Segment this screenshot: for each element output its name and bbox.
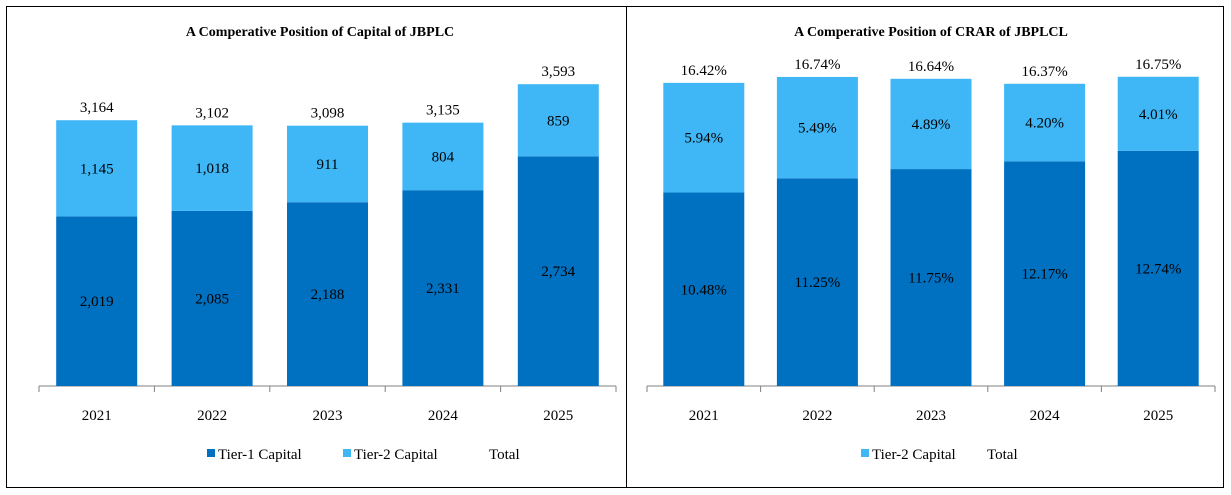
data-label: 11.75% [908,271,954,287]
total-label: 3,593 [541,64,575,80]
x-tick-label: 2023 [916,408,946,424]
chart-title: A Comperative Position of Capital of JBP… [186,25,454,40]
bar-segment [776,76,858,179]
legend-swatch [861,449,869,457]
bar-segment [56,120,138,217]
bar-segment [517,84,599,157]
total-label: 16.64% [908,59,954,75]
panel-divider [626,6,627,488]
x-tick-label: 2023 [313,408,343,424]
bar-segment [402,122,484,191]
total-label: 16.74% [794,57,840,73]
data-label: 5.94% [684,131,723,147]
data-label: 1,018 [195,161,229,177]
legend-label: Total [987,447,1018,463]
bar-segment [663,82,745,193]
x-tick-label: 2025 [543,408,573,424]
data-label: 859 [547,113,570,129]
bar-segment [171,210,253,386]
bar-segment [1117,76,1199,151]
legend-swatch [343,449,351,457]
bar-segment [56,216,138,386]
total-label: 3,135 [426,103,460,119]
chart-title: A Comperative Position of CRAR of JBPLCL [794,25,1068,40]
capital-chart-panel: A Comperative Position of Capital of JBP… [7,7,626,487]
bar-segment [287,202,368,386]
total-label: 3,098 [311,106,345,122]
data-label: 2,188 [311,287,345,303]
x-tick-label: 2021 [689,408,719,424]
data-label: 5.49% [798,121,837,137]
data-label: 2,019 [80,294,114,310]
data-label: 2,331 [426,281,460,297]
x-tick-label: 2021 [82,408,112,424]
data-label: 2,734 [541,264,575,280]
bar-segment [890,169,972,386]
data-label: 911 [317,157,339,173]
data-label: 1,145 [80,161,114,177]
crar-chart: A Comperative Position of CRAR of JBPLCL… [646,25,1216,463]
bar-segment [663,192,745,386]
total-label: 16.37% [1021,64,1067,80]
x-tick-label: 2024 [428,408,459,424]
figure-frame [6,6,1224,488]
bar-segment [1004,83,1086,162]
x-tick-label: 2022 [802,408,832,424]
bar-segment [287,125,368,203]
x-tick-label: 2025 [1143,408,1173,424]
x-tick-label: 2024 [1030,408,1061,424]
bar-segment [890,78,972,170]
x-tick-label: 2022 [197,408,227,424]
data-label: 4.01% [1139,107,1178,123]
bar-segment [402,190,484,386]
bar-segment [1117,150,1199,386]
bar-segment [1004,161,1086,386]
data-label: 804 [432,149,455,165]
legend-label: Total [489,447,520,463]
legend-label: Tier-2 Capital [872,447,956,463]
legend-label: Tier-2 Capital [354,447,438,463]
data-label: 11.25% [795,275,841,291]
data-label: 10.48% [681,282,727,298]
total-label: 3,164 [80,100,114,116]
legend-label: Tier-1 Capital [218,447,302,463]
capital-chart: A Comperative Position of Capital of JBP… [38,25,617,463]
legend-swatch [207,449,215,457]
bar-segment [776,178,858,386]
data-label: 4.20% [1025,116,1064,132]
data-label: 12.17% [1021,267,1067,283]
data-label: 4.89% [912,117,951,133]
bar-segment [171,125,253,211]
total-label: 16.75% [1135,57,1181,73]
total-label: 16.42% [681,63,727,79]
data-label: 12.74% [1135,261,1181,277]
bar-segment [517,156,599,386]
data-label: 2,085 [195,291,229,307]
total-label: 3,102 [195,105,229,121]
crar-chart-panel: A Comperative Position of CRAR of JBPLCL… [627,7,1224,487]
